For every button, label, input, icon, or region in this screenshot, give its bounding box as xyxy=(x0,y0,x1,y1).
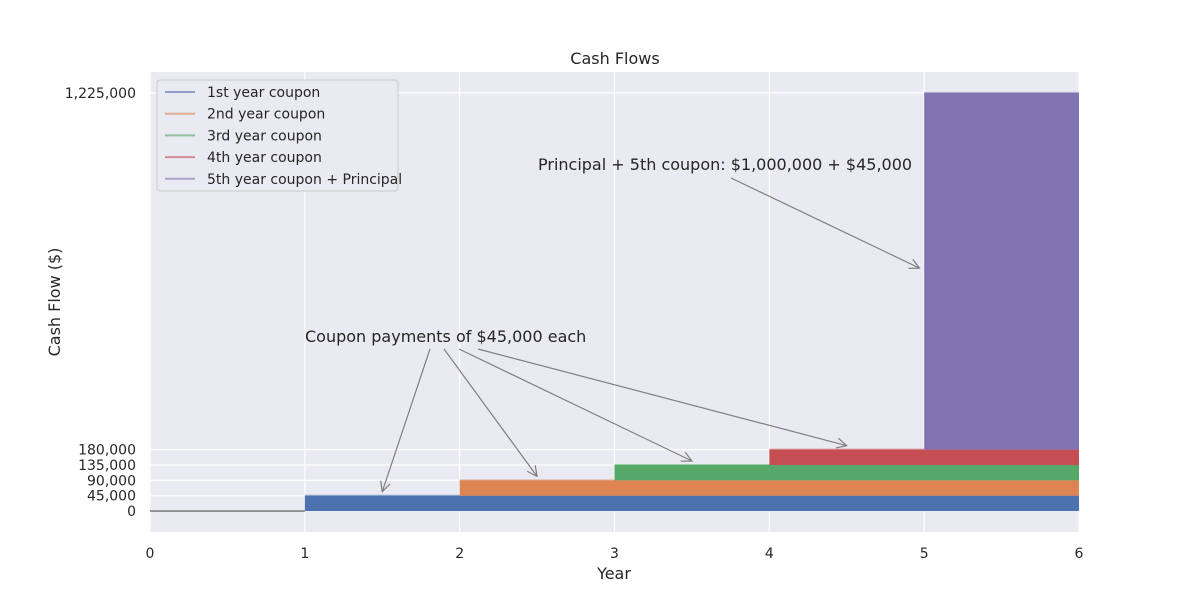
series-area-3 xyxy=(614,465,1079,481)
legend-items: 1st year coupon 2nd year coupon 3rd year c… xyxy=(165,85,402,188)
series-area-1 xyxy=(304,495,1079,512)
series-layer xyxy=(150,91,1080,512)
annotation-arrow xyxy=(730,177,920,268)
x-tick-label: 0 xyxy=(146,546,155,562)
y-tick-label: 180,000 xyxy=(78,443,136,459)
annotation-arrow xyxy=(458,348,692,461)
series-area-5 xyxy=(924,92,1079,450)
y-tick-label: 90,000 xyxy=(87,473,136,489)
series-area-4 xyxy=(769,449,1079,466)
annotation-arrow xyxy=(443,348,537,476)
legend-label: 5th year coupon + Principal xyxy=(207,172,402,188)
legend: 1st year coupon 2nd year coupon 3rd year c… xyxy=(156,79,402,192)
y-tick-label: 0 xyxy=(127,504,136,520)
legend-label: 2nd year coupon xyxy=(207,107,325,123)
legend-label: 4th year coupon xyxy=(207,150,322,166)
x-tick-label: 5 xyxy=(920,546,929,562)
x-tick-label: 3 xyxy=(610,546,619,562)
chart-title: Cash Flows xyxy=(570,49,659,68)
x-tick-labels: 0 1 2 3 4 5 6 xyxy=(146,546,1084,562)
legend-label: 1st year coupon xyxy=(207,85,320,101)
x-tick-label: 6 xyxy=(1075,546,1084,562)
annotation-arrow xyxy=(477,348,847,446)
x-tick-label: 2 xyxy=(455,546,464,562)
annotation-text: Principal + 5th coupon: $1,000,000 + $45… xyxy=(538,155,912,174)
x-tick-label: 4 xyxy=(765,546,774,562)
y-tick-label: 1,225,000 xyxy=(65,86,136,102)
annotation-layer: Coupon payments of $45,000 each Principal… xyxy=(305,155,920,492)
annotation-text: Coupon payments of $45,000 each xyxy=(305,327,586,346)
x-axis-label: Year xyxy=(596,564,631,583)
legend-box xyxy=(156,79,399,192)
annotation-arrow xyxy=(382,348,431,492)
y-tick-label: 45,000 xyxy=(87,489,136,505)
x-tick-label: 1 xyxy=(300,546,309,562)
legend-label: 3rd year coupon xyxy=(207,128,322,144)
series-area-2 xyxy=(459,480,1080,496)
y-axis-label: Cash Flow ($) xyxy=(45,248,64,357)
y-tick-label: 135,000 xyxy=(78,458,136,474)
